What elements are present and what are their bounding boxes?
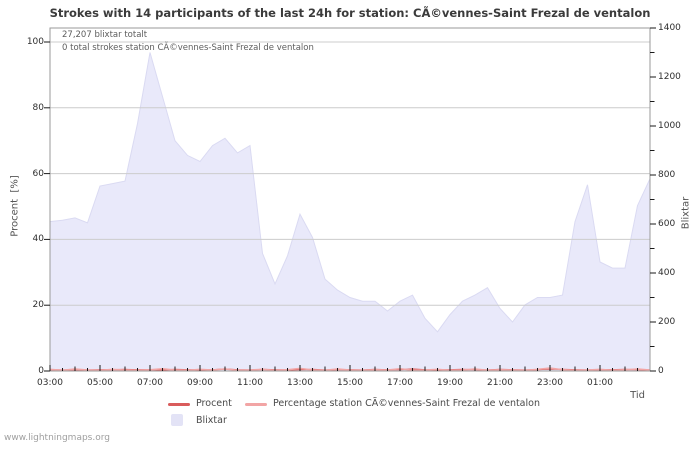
- x-axis-tick-label: 03:00: [37, 378, 63, 388]
- watermark: www.lightningmaps.org: [4, 433, 110, 443]
- x-axis-tick-label: 19:00: [437, 378, 463, 388]
- left-axis-tick-label: 0: [38, 366, 44, 376]
- x-axis-title: Tid: [630, 390, 645, 401]
- right-axis-tick-label: 1200: [658, 72, 681, 82]
- legend-procent-swatch: [168, 403, 190, 406]
- left-axis-tick-label: 100: [26, 37, 44, 47]
- x-axis-tick-label: 23:00: [537, 378, 563, 388]
- legend-procent-label: Procent: [196, 398, 232, 409]
- left-axis-tick-label: 60: [32, 168, 44, 179]
- x-axis-tick-label: 13:00: [287, 378, 313, 388]
- right-axis-tick-label: 200: [658, 317, 676, 327]
- legend-blixtar-label: Blixtar: [196, 415, 227, 426]
- x-axis-tick-label: 17:00: [387, 378, 413, 388]
- legend-station-label: Percentage station CÃ©vennes-Saint Freza…: [273, 398, 540, 409]
- left-axis-tick-label: 40: [32, 234, 44, 245]
- right-axis-tick-label: 400: [658, 268, 676, 278]
- x-axis-tick-label: 21:00: [487, 378, 513, 388]
- x-axis-tick-label: 09:00: [187, 378, 213, 388]
- x-axis-tick-label: 07:00: [137, 378, 163, 388]
- x-axis-tick-label: 05:00: [87, 378, 113, 388]
- right-axis-tick-label: 800: [658, 170, 676, 180]
- x-axis-tick-label: 11:00: [237, 378, 263, 388]
- right-axis-tick-label: 1000: [658, 121, 681, 131]
- legend-blixtar-swatch: [171, 414, 183, 426]
- annotation-total-strokes: 27,207 blixtar totalt: [62, 30, 148, 40]
- x-axis-tick-label: 15:00: [337, 378, 363, 388]
- right-axis-tick-label: 600: [658, 219, 676, 229]
- right-axis-tick-label: 1400: [658, 23, 681, 33]
- chart-title: Strokes with 14 participants of the last…: [49, 6, 651, 20]
- right-axis-tick-label: 0: [658, 366, 664, 376]
- x-axis-tick-label: 01:00: [587, 378, 613, 388]
- right-axis-title: Blixtar: [680, 196, 692, 230]
- left-axis-title: Procent [%]: [9, 175, 21, 237]
- left-axis-tick-label: 20: [32, 300, 44, 311]
- legend-station-swatch: [245, 403, 267, 406]
- left-axis-tick-label: 80: [32, 102, 44, 113]
- annotation-station-strokes: 0 total strokes station CÃ©vennes-Saint …: [62, 43, 314, 53]
